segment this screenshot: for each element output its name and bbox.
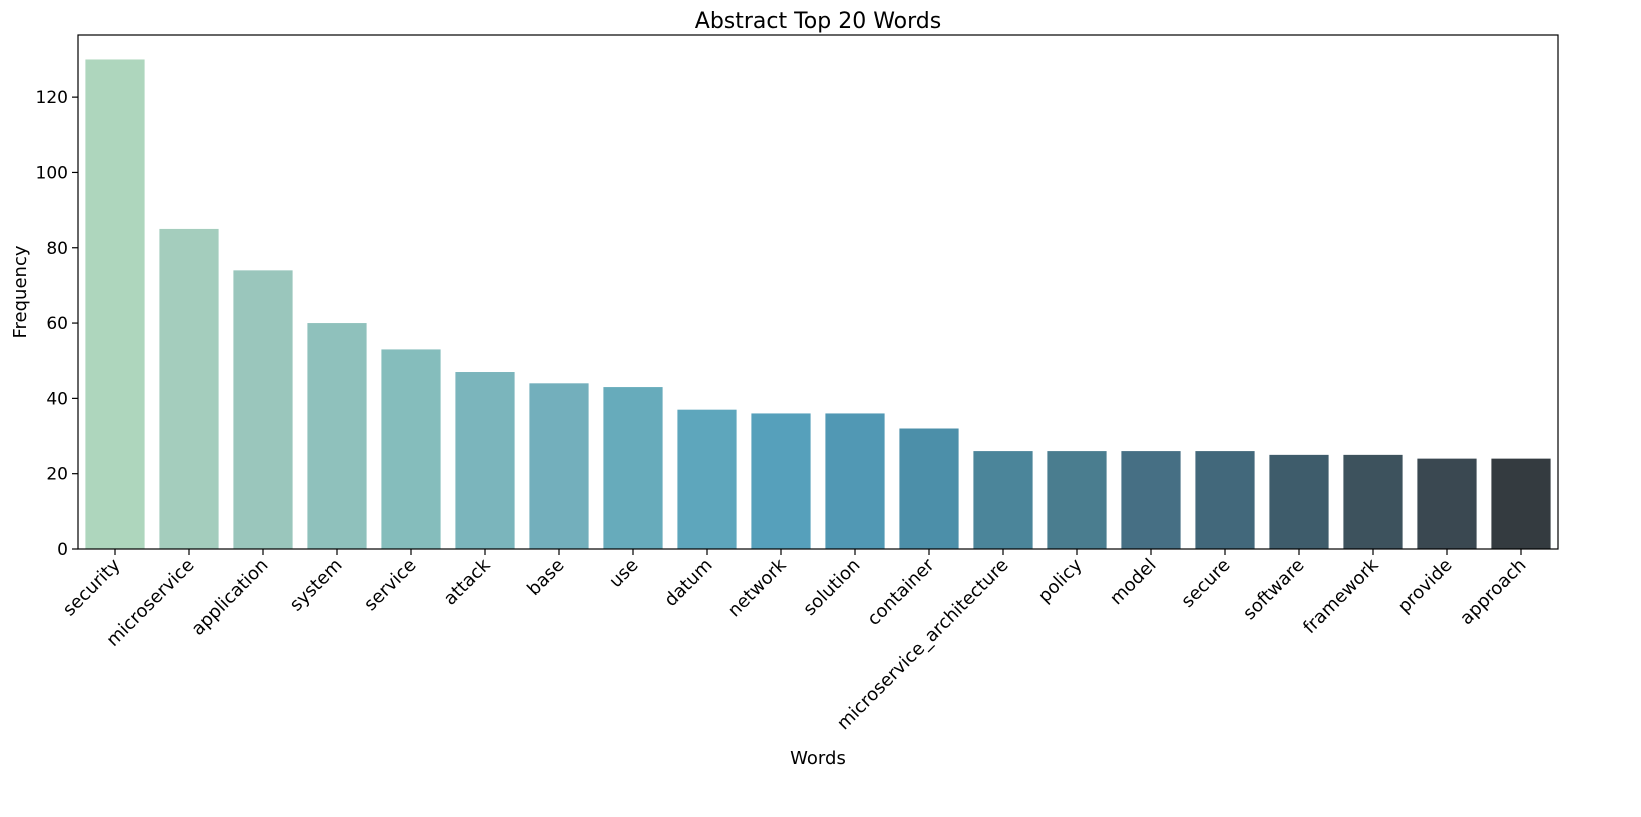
bar-framework: [1343, 454, 1403, 549]
bar-service: [381, 349, 441, 549]
x-tick-label: application: [187, 555, 272, 640]
bar-microservice: [159, 228, 219, 549]
bar-container: [899, 428, 959, 549]
bar-software: [1269, 454, 1329, 549]
y-axis-label: Frequency: [10, 245, 31, 338]
bar-provide: [1417, 458, 1477, 549]
bar-solution: [825, 413, 885, 549]
x-tick-label: approach: [1456, 555, 1530, 629]
x-tick-label: software: [1239, 555, 1309, 625]
x-axis-label: Words: [790, 748, 846, 769]
bar-microservice_architecture: [973, 451, 1033, 549]
bar-security: [85, 59, 145, 549]
x-tick-label: secure: [1177, 555, 1234, 612]
bar-policy: [1047, 451, 1107, 549]
bar-network: [751, 413, 811, 549]
y-tick-label: 120: [36, 88, 68, 108]
x-tick-label: policy: [1034, 554, 1087, 607]
bar-datum: [677, 409, 737, 549]
x-tick-label: model: [1106, 555, 1160, 609]
x-tick-label: use: [605, 555, 642, 592]
bar-attack: [455, 372, 515, 549]
bars: [85, 59, 1551, 549]
y-tick-label: 40: [46, 389, 68, 409]
x-tick-label: solution: [799, 555, 864, 620]
x-tick-label: network: [724, 554, 791, 621]
y-tick-label: 100: [36, 163, 68, 183]
bar-system: [307, 323, 367, 549]
x-tick-label: framework: [1299, 554, 1383, 638]
x-tick-label: system: [286, 555, 347, 616]
y-tick-label: 0: [57, 540, 68, 560]
x-tick-label: base: [523, 555, 568, 600]
y-axis: 0 20 40 60 80 100 120: [36, 88, 78, 560]
x-tick-label: attack: [440, 554, 495, 609]
bar-base: [529, 383, 589, 549]
bar-use: [603, 387, 663, 549]
y-tick-label: 80: [46, 239, 68, 259]
y-tick-label: 20: [46, 465, 68, 485]
x-tick-label: container: [863, 554, 939, 630]
x-tick-label: security: [59, 554, 125, 620]
x-tick-label: service: [360, 555, 420, 615]
x-tick-label: provide: [1394, 555, 1457, 618]
x-tick-label: datum: [660, 555, 716, 611]
bar-approach: [1491, 458, 1551, 549]
bar-application: [233, 270, 293, 549]
chart-title: Abstract Top 20 Words: [695, 9, 941, 34]
y-tick-label: 60: [46, 314, 68, 334]
bar-secure: [1195, 451, 1255, 549]
plot-frame: [77, 34, 1559, 550]
bar-model: [1121, 451, 1181, 549]
